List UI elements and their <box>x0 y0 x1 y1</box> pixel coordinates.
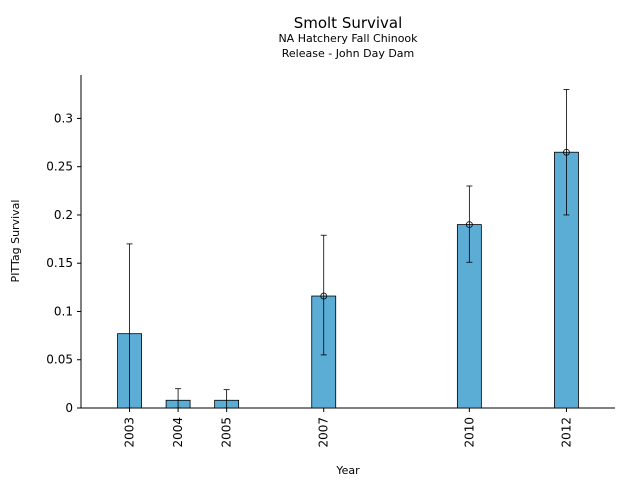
x-tick-label: 2012 <box>559 417 573 448</box>
chart-subtitle-line-2: Release - John Day Dam <box>282 47 415 60</box>
chart-subtitle-line-1: NA Hatchery Fall Chinook <box>278 32 418 45</box>
y-tick-label: 0.1 <box>54 304 73 318</box>
x-tick-label: 2005 <box>220 417 234 448</box>
point-marker-2012 <box>563 148 570 156</box>
x-tick-label: 2003 <box>123 417 137 448</box>
point-marker-2010 <box>465 221 473 229</box>
y-tick-label: 0.05 <box>46 353 73 367</box>
y-tick-label: 0.15 <box>46 256 73 270</box>
y-axis-label: PITTag Survival <box>9 200 22 283</box>
x-tick-label: 2007 <box>317 417 331 448</box>
x-axis-label: Year <box>335 464 360 477</box>
x-tick-label: 2010 <box>462 417 476 448</box>
plot-area: 0 0.05 0.1 0.15 0.2 0.25 0.3 2003 2004 2005 2007 20… <box>46 75 615 448</box>
point-marker-2007 <box>320 292 328 300</box>
y-tick-label: 0.2 <box>54 208 73 222</box>
y-tick-label: 0 <box>65 401 73 415</box>
chart-title: Smolt Survival <box>294 14 403 32</box>
y-tick-label: 0.25 <box>46 160 73 174</box>
x-tick-label: 2004 <box>171 417 185 448</box>
y-tick-label: 0.3 <box>54 111 73 125</box>
